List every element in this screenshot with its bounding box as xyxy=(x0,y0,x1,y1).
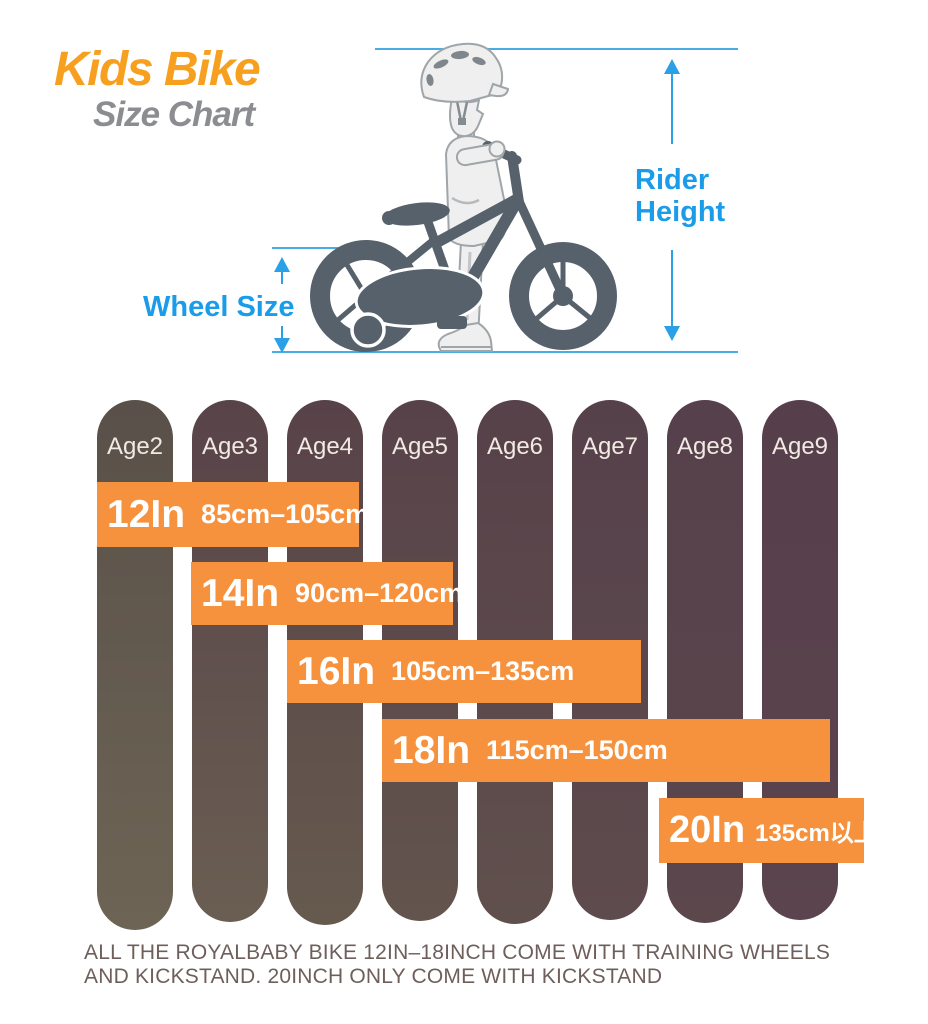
wheel-size-down-arrowhead-icon xyxy=(274,338,290,353)
age-bar-label: Age2 xyxy=(106,433,164,460)
rider-height-range: 90cm–120cm xyxy=(295,578,464,608)
age-bar-label: Age5 xyxy=(391,433,449,460)
rider-height-range: 85cm–105cm xyxy=(201,499,370,529)
wheel-size-value: 12In xyxy=(107,492,186,536)
size-bar-18in: 18In 115cm–150cm xyxy=(382,719,830,782)
age-bar-label: Age8 xyxy=(676,433,734,460)
wheel-size-arrow-lower-shaft xyxy=(281,326,283,339)
rider-height-up-arrowhead-icon xyxy=(664,59,680,74)
helmet-vents xyxy=(426,50,486,86)
rider-height-label: Rider Height xyxy=(635,164,725,228)
rider-height-label-line2: Height xyxy=(635,196,726,228)
helmet-strap xyxy=(455,100,469,122)
wheel-size-value: 16In xyxy=(297,649,376,693)
wheel-size-value: 18In xyxy=(392,728,471,772)
page-subtitle: Size Chart xyxy=(93,95,255,134)
front-wheel xyxy=(509,242,617,350)
bike-silhouette xyxy=(310,141,617,352)
child-sleeve-line xyxy=(451,196,480,205)
age-bar-label: Age9 xyxy=(771,433,829,460)
rider-height-range: 135cm以上 xyxy=(755,820,878,847)
wheel-top-line xyxy=(272,247,390,249)
seat-nose xyxy=(382,211,396,225)
helmet-visor xyxy=(487,82,510,98)
age-bar-2: Age2 xyxy=(97,400,173,930)
seat xyxy=(384,202,450,226)
wheel-size-value: 14In xyxy=(201,571,280,615)
age-bar-label: Age6 xyxy=(486,433,544,460)
rider-height-arrow-upper-shaft xyxy=(671,73,673,144)
wheel-size-value: 20In xyxy=(669,809,746,851)
rider-height-top-line xyxy=(375,48,738,50)
size-bar-20in: 20In 135cm以上 xyxy=(659,798,878,863)
wheel-size-up-arrowhead-icon xyxy=(274,257,290,272)
rider-height-arrow-lower-shaft xyxy=(671,250,673,327)
page-title: Kids Bike xyxy=(54,43,261,96)
rider-height-down-arrowhead-icon xyxy=(664,326,680,341)
child-with-bike-illustration xyxy=(310,42,617,352)
rider-height-label-line1: Rider xyxy=(635,164,710,196)
rider-height-range: 115cm–150cm xyxy=(486,735,668,765)
size-bar-14in: 14In 90cm–120cm xyxy=(191,562,463,625)
top-tube xyxy=(430,193,523,249)
handlebar-stem xyxy=(507,151,524,207)
helmet-icon xyxy=(420,42,504,103)
size-bar-12in: 12In 85cm–105cm xyxy=(97,482,369,547)
front-fork xyxy=(513,194,567,299)
footnote: ALL THE ROYALBABY BIKE 12IN–18INCH COME … xyxy=(84,941,830,988)
wheel-size-label: Wheel Size xyxy=(143,291,295,323)
rider-height-range: 105cm–135cm xyxy=(391,656,575,686)
age-bar-label: Age4 xyxy=(296,433,354,460)
child-hand xyxy=(488,140,506,158)
wheel-size-arrow-upper-shaft xyxy=(281,271,283,284)
pedal xyxy=(437,316,467,329)
helmet-strap-buckle xyxy=(458,118,466,125)
age-bar-label: Age3 xyxy=(201,433,259,460)
footnote-line2: AND KICKSTAND. 20INCH ONLY COME WITH KIC… xyxy=(84,964,663,988)
child-arm-group xyxy=(455,140,506,167)
age-bar-3: Age3 xyxy=(192,400,268,922)
training-wheel xyxy=(350,312,386,348)
front-hub xyxy=(553,286,573,306)
footnote-line1: ALL THE ROYALBABY BIKE 12IN–18INCH COME … xyxy=(84,941,831,964)
ground-line xyxy=(272,351,738,353)
age-bar-label: Age7 xyxy=(581,433,639,460)
size-bar-16in: 16In 105cm–135cm xyxy=(287,640,641,703)
